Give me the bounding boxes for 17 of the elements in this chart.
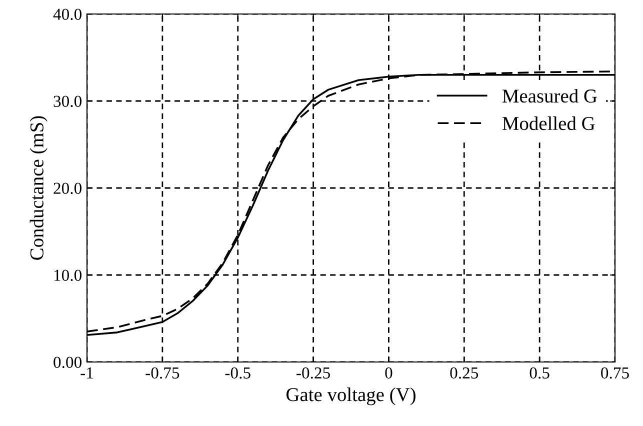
y-tick-label: 20.0 [54, 182, 82, 194]
legend-label: Measured G [502, 88, 597, 103]
y-tick-label: 0.00 [54, 356, 82, 368]
y-tick-label: 30.0 [54, 96, 82, 108]
y-tick-label: 10.0 [54, 270, 82, 282]
x-tick-label: 0.5 [530, 367, 550, 379]
x-tick-label: 0.75 [601, 367, 629, 379]
x-tick-label: -0.75 [146, 367, 180, 379]
x-tick-label: -0.25 [296, 367, 330, 379]
x-tick-label: 0.25 [450, 367, 478, 379]
x-axis-title: Gate voltage (V) [286, 388, 416, 406]
legend-label: Modelled G [502, 116, 595, 130]
x-tick-label: -1 [80, 367, 93, 378]
y-axis-title: Conductance (mS) [30, 116, 48, 260]
x-tick-label: 0 [385, 367, 392, 379]
y-tick-label: 40.0 [53, 8, 82, 20]
x-tick-label: -0.5 [225, 367, 250, 379]
